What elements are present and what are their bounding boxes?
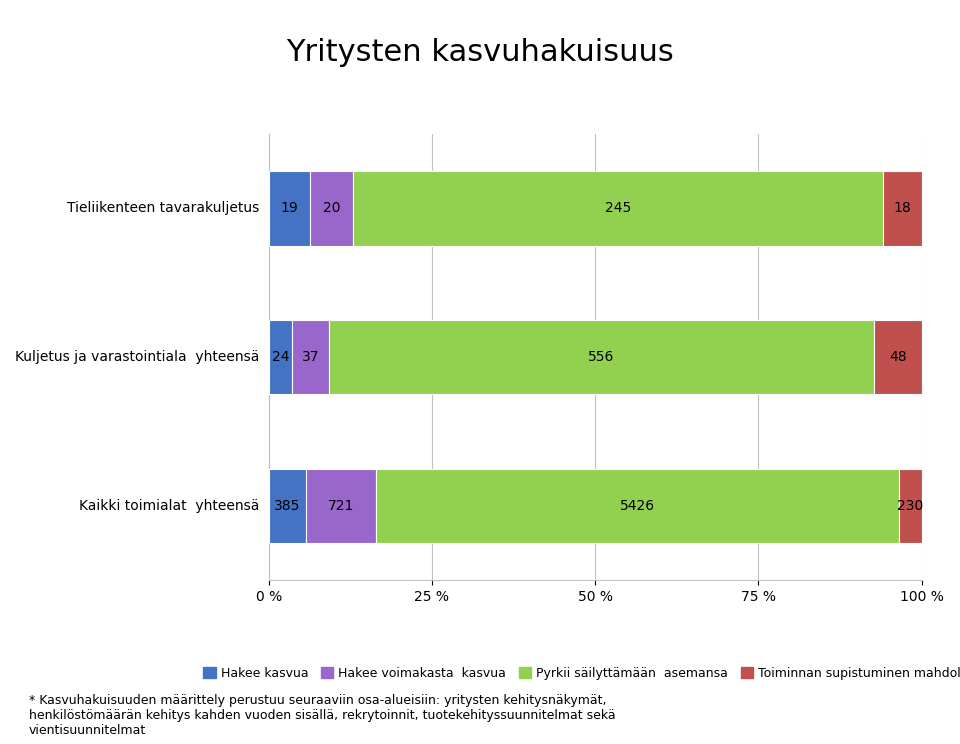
Text: * Kasvuhakuisuuden määrittely perustuu seuraaviin osa-alueisiin: yritysten kehit: * Kasvuhakuisuuden määrittely perustuu s… bbox=[29, 693, 615, 737]
Bar bbox=[269, 171, 310, 246]
Bar bbox=[306, 469, 375, 543]
Text: Tieliikenteen tavarakuljetus: Tieliikenteen tavarakuljetus bbox=[67, 202, 259, 215]
Text: 385: 385 bbox=[275, 499, 300, 513]
Text: 48: 48 bbox=[889, 350, 907, 364]
Bar bbox=[269, 320, 293, 394]
Text: 20: 20 bbox=[323, 202, 340, 215]
Text: Kaikki toimialat  yhteensä: Kaikki toimialat yhteensä bbox=[79, 499, 259, 513]
Bar bbox=[882, 171, 922, 246]
Text: 37: 37 bbox=[301, 350, 320, 364]
Text: 721: 721 bbox=[327, 499, 354, 513]
Bar bbox=[269, 469, 306, 543]
Text: 18: 18 bbox=[893, 202, 911, 215]
Bar bbox=[310, 171, 353, 246]
Bar bbox=[875, 320, 922, 394]
Bar bbox=[353, 171, 882, 246]
Bar bbox=[293, 320, 328, 394]
Text: 5426: 5426 bbox=[620, 499, 655, 513]
Text: 19: 19 bbox=[280, 202, 299, 215]
Bar bbox=[375, 469, 900, 543]
Bar bbox=[328, 320, 875, 394]
Text: Yritysten kasvuhakuisuus: Yritysten kasvuhakuisuus bbox=[286, 38, 674, 66]
Text: 245: 245 bbox=[605, 202, 631, 215]
Bar bbox=[900, 469, 922, 543]
Text: 24: 24 bbox=[272, 350, 289, 364]
Legend: Hakee kasvua, Hakee voimakasta  kasvua, Pyrkii säilyttämään  asemansa, Toiminnan: Hakee kasvua, Hakee voimakasta kasvua, P… bbox=[204, 667, 960, 680]
Text: Kuljetus ja varastointiala  yhteensä: Kuljetus ja varastointiala yhteensä bbox=[14, 350, 259, 364]
Text: 230: 230 bbox=[898, 499, 924, 513]
Text: 556: 556 bbox=[588, 350, 614, 364]
